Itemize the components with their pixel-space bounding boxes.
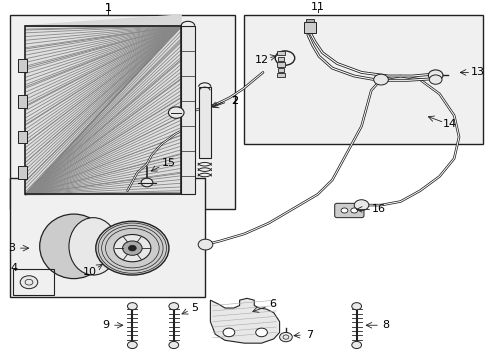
Bar bbox=[18, 166, 26, 179]
Circle shape bbox=[198, 239, 212, 250]
Text: 10: 10 bbox=[83, 267, 97, 277]
Ellipse shape bbox=[40, 214, 108, 279]
Circle shape bbox=[428, 75, 441, 84]
Text: 6: 6 bbox=[269, 300, 276, 310]
Text: 2: 2 bbox=[231, 96, 238, 106]
Polygon shape bbox=[25, 15, 181, 194]
Circle shape bbox=[128, 245, 136, 251]
Text: 14: 14 bbox=[442, 120, 456, 130]
Circle shape bbox=[427, 70, 442, 81]
Bar bbox=[25, 26, 181, 194]
Bar bbox=[18, 95, 26, 108]
Bar bbox=[306, 19, 314, 22]
Circle shape bbox=[350, 208, 357, 213]
Circle shape bbox=[223, 328, 234, 337]
Circle shape bbox=[122, 241, 142, 255]
Circle shape bbox=[351, 341, 361, 348]
Circle shape bbox=[351, 303, 361, 310]
Circle shape bbox=[168, 107, 183, 118]
Bar bbox=[13, 269, 54, 296]
Text: 1: 1 bbox=[104, 3, 111, 13]
FancyBboxPatch shape bbox=[334, 203, 363, 218]
Circle shape bbox=[340, 208, 347, 213]
Text: 1: 1 bbox=[104, 3, 111, 13]
Text: 5: 5 bbox=[191, 303, 198, 313]
Polygon shape bbox=[210, 298, 279, 343]
Bar bbox=[278, 57, 284, 61]
Ellipse shape bbox=[69, 218, 118, 275]
Circle shape bbox=[127, 341, 137, 348]
Bar bbox=[18, 59, 26, 72]
Bar bbox=[18, 131, 26, 143]
Text: 11: 11 bbox=[310, 2, 324, 12]
Bar bbox=[304, 22, 316, 33]
Bar bbox=[278, 68, 284, 72]
Circle shape bbox=[373, 74, 387, 85]
Text: 3: 3 bbox=[8, 243, 15, 253]
Circle shape bbox=[255, 328, 267, 337]
Text: 13: 13 bbox=[469, 67, 484, 77]
Circle shape bbox=[279, 332, 292, 342]
Text: 8: 8 bbox=[382, 320, 388, 330]
Circle shape bbox=[127, 303, 137, 310]
Circle shape bbox=[20, 276, 38, 289]
Text: 7: 7 bbox=[305, 330, 312, 340]
Circle shape bbox=[96, 221, 168, 275]
Bar bbox=[10, 15, 234, 209]
Circle shape bbox=[168, 303, 178, 310]
Bar bbox=[276, 50, 285, 55]
Bar bbox=[276, 73, 285, 77]
Bar bbox=[181, 26, 194, 194]
Text: 15: 15 bbox=[162, 158, 176, 168]
Circle shape bbox=[168, 341, 178, 348]
Text: 16: 16 bbox=[371, 204, 385, 215]
Bar bbox=[10, 178, 205, 297]
Polygon shape bbox=[25, 26, 181, 194]
Circle shape bbox=[353, 200, 368, 211]
Bar bbox=[276, 62, 285, 67]
Bar bbox=[244, 15, 483, 144]
Text: 4: 4 bbox=[11, 263, 18, 273]
Circle shape bbox=[114, 234, 151, 262]
Text: 9: 9 bbox=[102, 320, 109, 330]
Bar bbox=[198, 87, 210, 158]
Circle shape bbox=[141, 178, 153, 187]
Text: 2: 2 bbox=[231, 96, 238, 106]
Text: 12: 12 bbox=[254, 55, 268, 65]
